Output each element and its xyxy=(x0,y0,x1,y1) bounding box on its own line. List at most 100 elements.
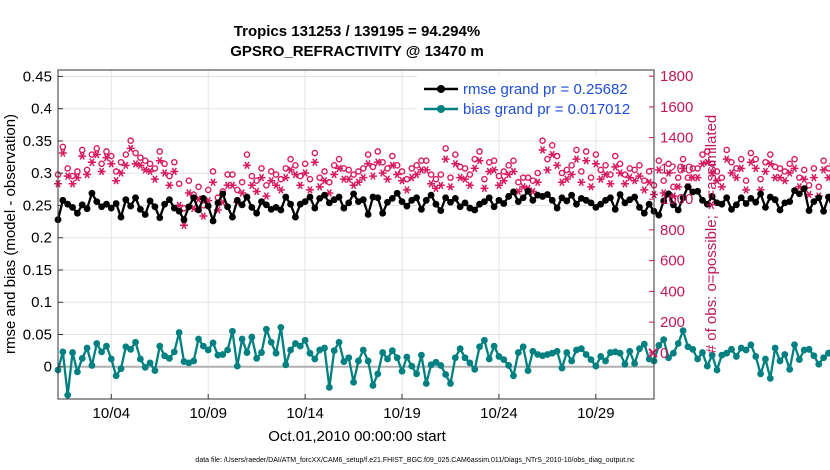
x-tick-label: 10/14 xyxy=(286,405,324,422)
left-tick-label: 0.2 xyxy=(31,230,52,247)
possible-marker xyxy=(355,168,362,175)
assimilated-marker xyxy=(635,172,644,180)
assimilated-marker xyxy=(131,159,140,168)
possible-marker xyxy=(437,171,445,178)
possible-marker xyxy=(563,166,571,174)
rmse-point xyxy=(655,211,663,219)
bias-point xyxy=(805,345,813,353)
rmse-point xyxy=(519,194,527,202)
bias-point xyxy=(694,355,702,363)
rmse-point xyxy=(631,193,639,201)
rmse-point xyxy=(141,211,149,218)
assimilated-marker xyxy=(160,169,169,177)
rmse-point xyxy=(88,189,96,197)
bias-point xyxy=(674,340,682,347)
bias-point xyxy=(466,359,474,367)
possible-marker xyxy=(723,146,730,154)
assimilated-marker xyxy=(286,166,295,174)
possible-marker xyxy=(524,174,532,181)
right-tick-label: 1600 xyxy=(660,99,693,116)
bias-point xyxy=(136,355,144,363)
bias-point xyxy=(379,349,387,356)
possible-marker xyxy=(762,158,769,166)
rmse-point xyxy=(107,204,115,212)
right-tick-label: 800 xyxy=(660,222,685,239)
rmse-point xyxy=(606,194,614,202)
bias-point xyxy=(481,336,488,344)
rmse-point xyxy=(529,196,537,204)
possible-marker xyxy=(146,160,154,168)
possible-marker xyxy=(442,145,449,152)
rmse-point xyxy=(616,191,624,198)
assimilated-marker xyxy=(170,167,179,176)
bias-point xyxy=(766,374,774,382)
possible-marker xyxy=(679,155,687,163)
assimilated-marker xyxy=(451,159,460,168)
possible-marker xyxy=(263,182,270,189)
rmse-point xyxy=(558,194,566,202)
bias-point xyxy=(762,355,769,363)
rmse-point xyxy=(679,194,687,202)
bias-point xyxy=(321,344,328,352)
bias-point xyxy=(597,353,605,360)
rmse-point xyxy=(175,207,183,215)
possible-marker xyxy=(185,177,193,184)
bias-point xyxy=(364,357,372,365)
assimilated-marker xyxy=(436,181,445,190)
possible-marker xyxy=(311,149,319,157)
rmse-point xyxy=(413,194,420,202)
left-tick-label: 0.45 xyxy=(23,68,52,85)
possible-marker xyxy=(558,169,566,177)
bias-point xyxy=(708,351,716,359)
assimilated-marker xyxy=(412,170,421,179)
bias-point xyxy=(93,340,101,347)
rmse-point xyxy=(815,194,823,202)
rmse-point xyxy=(359,196,367,204)
rmse-point xyxy=(674,206,682,214)
possible-marker xyxy=(292,162,299,169)
rmse-point xyxy=(136,205,144,213)
bias-point xyxy=(253,354,261,362)
assimilated-marker xyxy=(790,164,799,173)
rmse-point xyxy=(306,193,314,201)
rmse-point xyxy=(340,204,348,212)
rmse-point xyxy=(229,213,236,221)
rmse-point xyxy=(481,198,488,206)
possible-marker xyxy=(791,155,798,163)
rmse-point xyxy=(708,193,716,200)
series-assimilated-group xyxy=(54,144,830,230)
right-tick-label: 400 xyxy=(660,283,685,300)
rmse-point xyxy=(262,201,270,209)
possible-marker xyxy=(539,137,546,145)
assimilated-marker xyxy=(112,176,121,185)
series-possible-group xyxy=(54,137,830,212)
bias-point xyxy=(311,355,319,363)
series-rmse-group xyxy=(54,183,830,225)
possible-marker xyxy=(427,171,435,178)
assimilated-marker xyxy=(601,170,610,179)
bias-point xyxy=(660,336,668,344)
assimilated-marker xyxy=(165,181,174,190)
bias-point xyxy=(408,362,416,370)
possible-marker xyxy=(282,165,290,172)
possible-marker xyxy=(742,177,750,184)
rmse-point xyxy=(510,188,517,196)
assimilated-marker xyxy=(315,183,324,191)
bias-point xyxy=(127,345,135,353)
rmse-point xyxy=(335,193,343,201)
possible-marker xyxy=(655,157,663,165)
bias-point xyxy=(582,351,590,358)
bias-point xyxy=(393,354,401,362)
assimilated-marker xyxy=(809,173,818,182)
bias-point xyxy=(665,354,672,362)
rmse-point xyxy=(156,214,164,222)
bias-point xyxy=(277,323,285,331)
assimilated-marker xyxy=(567,170,576,179)
rmse-point xyxy=(597,200,605,208)
legend-rmse-marker xyxy=(437,85,445,93)
bias-point xyxy=(752,353,760,360)
assimilated-marker xyxy=(97,167,106,176)
rmse-point xyxy=(795,190,803,198)
bias-point xyxy=(195,335,202,343)
bias-point xyxy=(825,349,830,357)
